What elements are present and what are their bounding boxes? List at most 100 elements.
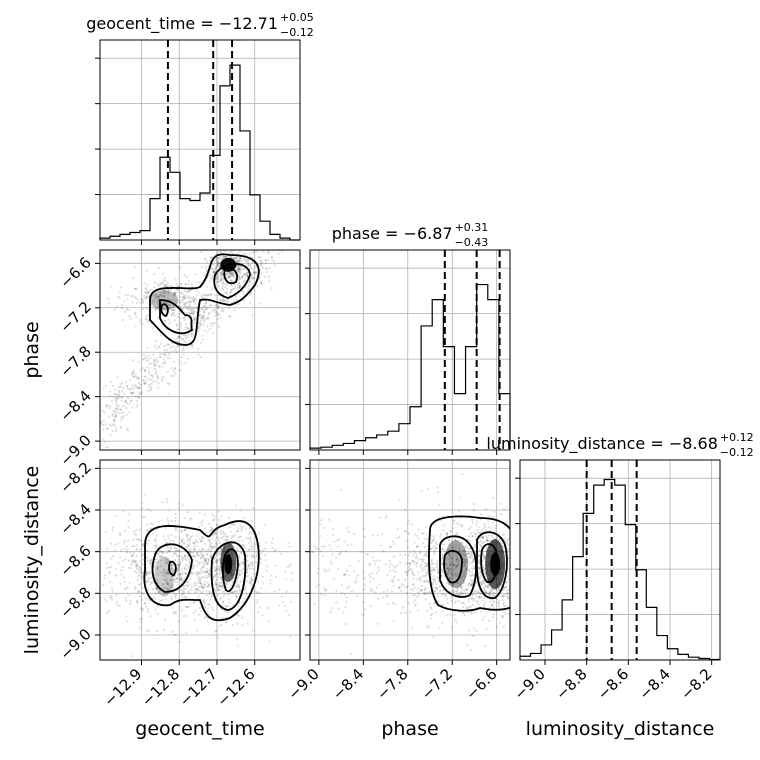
sample-point: [467, 551, 471, 555]
sample-point: [153, 539, 156, 542]
sample-point: [236, 595, 239, 598]
sample-point: [482, 579, 485, 582]
sample-point: [178, 536, 181, 540]
sample-point: [249, 553, 252, 556]
sample-point: [479, 513, 483, 516]
sample-point: [152, 362, 156, 365]
sample-point: [222, 293, 225, 296]
sample-point: [214, 531, 217, 534]
sample-point: [339, 550, 342, 554]
sample-point: [166, 588, 169, 591]
sample-point: [468, 563, 472, 566]
sample-point: [502, 586, 506, 589]
sample-point: [405, 592, 409, 595]
sample-point: [247, 241, 249, 243]
sample-point: [425, 565, 428, 568]
sample-point: [413, 541, 416, 544]
sample-point: [161, 281, 164, 285]
sample-point: [177, 569, 180, 572]
sample-point: [159, 352, 162, 355]
sample-point: [228, 525, 231, 529]
sample-point: [108, 404, 112, 408]
sample-point: [113, 418, 116, 421]
sample-point: [411, 570, 414, 573]
sample-point: [107, 566, 111, 569]
sample-point: [389, 545, 392, 548]
sample-point: [232, 256, 235, 259]
sample-point: [113, 548, 117, 552]
histogram-geocent_time: [99, 64, 300, 241]
sample-point: [413, 549, 416, 553]
sample-point: [423, 593, 426, 596]
sample-point: [147, 610, 150, 614]
sample-point: [174, 596, 177, 599]
sample-point: [363, 608, 367, 611]
sample-point: [278, 588, 281, 591]
sample-point: [398, 585, 401, 589]
sample-point: [141, 544, 144, 548]
sample-point: [216, 264, 219, 267]
sample-point: [177, 563, 180, 566]
sample-point: [208, 569, 211, 573]
sample-point: [137, 590, 141, 593]
sample-point: [183, 571, 187, 574]
sample-point: [374, 590, 377, 594]
sample-point: [375, 586, 378, 589]
sample-point: [172, 552, 176, 555]
sample-point: [157, 573, 160, 576]
sample-point: [177, 335, 180, 338]
sample-point: [425, 579, 429, 582]
sample-point: [232, 523, 235, 526]
sample-point: [181, 593, 184, 596]
sample-point: [163, 295, 167, 299]
sample-point: [355, 576, 358, 579]
x-tick-label-geocent_time: −12.6: [213, 665, 258, 710]
sample-point: [255, 555, 258, 558]
sample-point: [478, 549, 481, 552]
sample-point: [220, 274, 224, 277]
sample-point: [363, 613, 366, 616]
sample-point: [158, 365, 161, 368]
sample-point: [371, 556, 374, 559]
sample-point: [169, 289, 172, 292]
sample-point: [372, 577, 375, 581]
sample-point: [189, 548, 192, 551]
sample-point: [245, 275, 249, 278]
sample-point: [149, 615, 152, 618]
sample-point: [512, 529, 514, 531]
sample-point: [424, 574, 427, 577]
sample-point: [201, 553, 204, 556]
sample-point: [171, 630, 174, 633]
x-axis-label-phase: phase: [381, 718, 438, 740]
sample-point: [459, 582, 463, 585]
sample-point: [102, 424, 105, 427]
sample-point: [460, 590, 463, 593]
axes-frame: [99, 249, 301, 451]
sample-point: [134, 313, 137, 316]
sample-point: [140, 502, 144, 505]
sample-point: [111, 384, 114, 387]
sample-point: [103, 411, 106, 414]
title-luminosity_distance: luminosity_distance = −8.68 +0.12−0.12: [486, 431, 753, 459]
sample-point: [115, 593, 118, 596]
sample-point: [170, 579, 173, 582]
sample-point: [143, 382, 146, 385]
sample-point: [441, 555, 445, 558]
sample-point: [108, 406, 112, 410]
sample-point: [238, 282, 241, 285]
sample-point: [175, 301, 178, 304]
sample-point: [188, 558, 191, 561]
sample-point: [219, 316, 222, 320]
sample-point: [203, 308, 206, 312]
sample-point: [458, 549, 461, 552]
sample-point: [237, 556, 241, 559]
sample-point: [462, 606, 465, 609]
sample-point: [250, 531, 253, 534]
sample-point: [142, 353, 145, 357]
sample-point: [455, 574, 458, 577]
sample-point: [515, 530, 517, 532]
sample-point: [161, 583, 164, 586]
sample-point: [339, 488, 343, 492]
sample-point: [476, 528, 479, 532]
sample-point: [433, 535, 436, 538]
